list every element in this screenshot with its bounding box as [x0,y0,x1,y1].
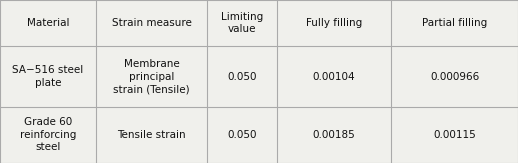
Text: 0.00185: 0.00185 [313,130,355,140]
Text: Tensile strain: Tensile strain [117,130,186,140]
Text: 0.050: 0.050 [227,130,257,140]
Text: Partial filling: Partial filling [422,18,487,28]
Text: Grade 60
reinforcing
steel: Grade 60 reinforcing steel [20,118,76,152]
Text: Limiting
value: Limiting value [221,12,263,34]
Text: 0.050: 0.050 [227,72,257,82]
Text: 0.000966: 0.000966 [430,72,479,82]
Text: 0.00115: 0.00115 [433,130,476,140]
Text: Strain measure: Strain measure [111,18,192,28]
Text: Material: Material [26,18,69,28]
Text: 0.00104: 0.00104 [313,72,355,82]
Text: SA−516 steel
plate: SA−516 steel plate [12,65,83,88]
Text: Fully filling: Fully filling [306,18,362,28]
Text: Membrane
principal
strain (Tensile): Membrane principal strain (Tensile) [113,59,190,94]
